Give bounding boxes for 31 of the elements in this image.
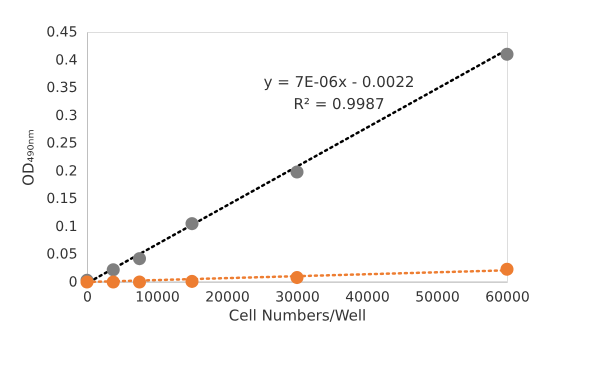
point bbox=[500, 48, 514, 61]
point bbox=[185, 217, 199, 230]
x-tick-label: 0 bbox=[83, 290, 92, 306]
point bbox=[290, 271, 304, 284]
y-tick-label: 0.4 bbox=[55, 52, 78, 68]
point bbox=[132, 252, 146, 266]
y-tick-label: 0.45 bbox=[46, 24, 78, 40]
annotation: y = 7E-06x - 0.0022 bbox=[264, 73, 414, 91]
point bbox=[132, 275, 146, 289]
y-tick-label: 0.35 bbox=[46, 80, 78, 96]
point bbox=[106, 275, 120, 289]
y-tick-label: 0.3 bbox=[55, 108, 78, 124]
point bbox=[290, 165, 304, 179]
point bbox=[106, 263, 120, 276]
y-tick-label: 0.1 bbox=[55, 218, 78, 235]
x-tick-label: 40000 bbox=[345, 290, 390, 306]
x-tick-label: 50000 bbox=[415, 290, 460, 306]
x-axis-title: Cell Numbers/Well bbox=[228, 306, 366, 324]
y-tick-label: 0.05 bbox=[46, 246, 78, 263]
y-tick-label: 0.15 bbox=[46, 191, 78, 208]
y-tick-label: 0 bbox=[68, 274, 78, 290]
y-tick-label: 0.2 bbox=[55, 163, 78, 180]
y-axis-title: OD₄₉₀ₙₘ bbox=[19, 129, 38, 186]
point bbox=[500, 262, 514, 276]
x-tick-label: 60000 bbox=[485, 290, 530, 306]
y-tick-label: 0.25 bbox=[46, 136, 78, 152]
x-tick-label: 20000 bbox=[205, 290, 250, 306]
annotation: R² = 0.9987 bbox=[293, 95, 385, 113]
point bbox=[185, 274, 199, 288]
x-tick-label: 30000 bbox=[275, 290, 320, 306]
x-tick-label: 10000 bbox=[135, 290, 180, 306]
